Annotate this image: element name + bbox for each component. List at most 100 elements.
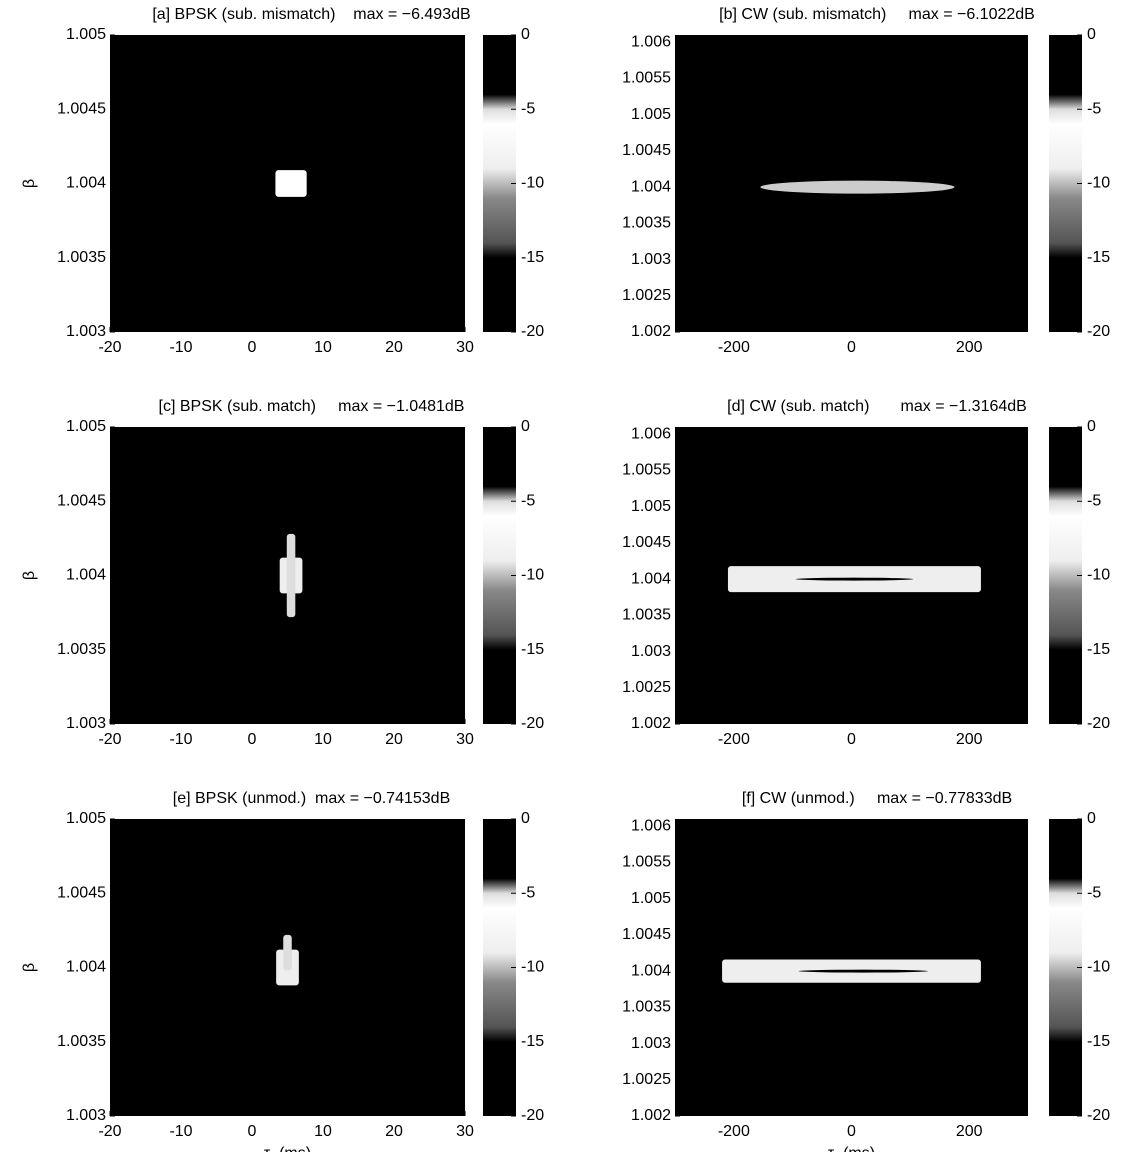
x-tick-label: -10 bbox=[169, 731, 192, 748]
x-tick-label: -20 bbox=[98, 731, 121, 748]
colorbar-tick-label: -10 bbox=[1087, 959, 1110, 976]
y-tick-label: 1.0035 bbox=[622, 607, 671, 624]
colorbar-tick-label: -10 bbox=[521, 959, 544, 976]
y-axis-label: β bbox=[21, 571, 38, 580]
y-tick-label: 1.003 bbox=[66, 323, 106, 340]
y-tick-label: 1.0045 bbox=[57, 492, 106, 509]
y-tick-label: 1.005 bbox=[631, 890, 671, 907]
colorbar-tick-label: -15 bbox=[521, 1033, 544, 1050]
colorbar-tick-label: -5 bbox=[1087, 492, 1101, 509]
colorbar-tick-label: 0 bbox=[521, 418, 530, 435]
panel-title: [a] BPSK (sub. mismatch) max = −6.493dB bbox=[152, 6, 470, 23]
colorbar bbox=[483, 427, 516, 724]
x-tick-label: -20 bbox=[98, 339, 121, 356]
colorbar-tick-label: -10 bbox=[1087, 175, 1110, 192]
y-tick-label: 1.0025 bbox=[622, 679, 671, 696]
y-tick-label: 1.0045 bbox=[57, 100, 106, 117]
x-tick-label: -10 bbox=[169, 339, 192, 356]
heat-region bbox=[283, 934, 292, 971]
colorbar-tick-label: 0 bbox=[1087, 810, 1096, 827]
y-tick-label: 1.0035 bbox=[57, 1033, 106, 1050]
y-tick-label: 1.002 bbox=[631, 715, 671, 732]
colorbar-tick-label: -20 bbox=[521, 323, 544, 340]
y-tick-label: 1.0045 bbox=[622, 142, 671, 159]
colorbar-tick-label: -15 bbox=[1087, 1033, 1110, 1050]
colorbar-tick-label: 0 bbox=[521, 810, 530, 827]
panel-title: [d] CW (sub. match) max = −1.3164dB bbox=[727, 398, 1027, 415]
y-tick-label: 1.0055 bbox=[622, 854, 671, 871]
x-tick-label: 0 bbox=[248, 731, 257, 748]
y-tick-label: 1.0055 bbox=[622, 70, 671, 87]
y-tick-label: 1.003 bbox=[631, 1035, 671, 1052]
colorbar-tick-label: -10 bbox=[521, 175, 544, 192]
y-tick-label: 1.003 bbox=[631, 251, 671, 268]
y-tick-label: 1.0045 bbox=[57, 884, 106, 901]
y-tick-label: 1.003 bbox=[631, 643, 671, 660]
x-tick-label: 200 bbox=[956, 339, 983, 356]
x-tick-label: -10 bbox=[169, 1123, 192, 1140]
y-tick-label: 1.003 bbox=[66, 715, 106, 732]
y-tick-label: 1.002 bbox=[631, 323, 671, 340]
colorbar-tick-label: -20 bbox=[1087, 323, 1110, 340]
x-tick-label: 0 bbox=[248, 1123, 257, 1140]
heat-region bbox=[275, 170, 307, 197]
x-tick-label: 20 bbox=[385, 731, 403, 748]
y-tick-label: 1.004 bbox=[66, 567, 106, 584]
colorbar-tick-label: -5 bbox=[1087, 100, 1101, 117]
colorbar-tick-label: -10 bbox=[1087, 567, 1110, 584]
x-tick-label: 30 bbox=[456, 339, 474, 356]
colorbar bbox=[1049, 427, 1082, 724]
y-tick-label: 1.004 bbox=[66, 175, 106, 192]
x-tick-label: 10 bbox=[314, 339, 332, 356]
y-tick-label: 1.006 bbox=[631, 425, 671, 442]
colorbar-tick-label: -20 bbox=[521, 715, 544, 732]
x-tick-label: 20 bbox=[385, 1123, 403, 1140]
y-tick-label: 1.004 bbox=[631, 962, 671, 979]
y-tick-label: 1.0025 bbox=[622, 287, 671, 304]
colorbar-tick-label: -5 bbox=[521, 100, 535, 117]
colorbar-tick-label: -15 bbox=[521, 249, 544, 266]
y-tick-label: 1.0055 bbox=[622, 462, 671, 479]
colorbar-tick-label: -5 bbox=[1087, 884, 1101, 901]
heat-region bbox=[795, 577, 914, 581]
x-tick-label: 200 bbox=[956, 1123, 983, 1140]
y-tick-label: 1.0035 bbox=[622, 999, 671, 1016]
y-tick-label: 1.003 bbox=[66, 1107, 106, 1124]
colorbar-tick-label: 0 bbox=[521, 26, 530, 43]
heat-region bbox=[760, 180, 955, 194]
x-tick-label: 10 bbox=[314, 731, 332, 748]
colorbar-tick-label: -5 bbox=[521, 884, 535, 901]
x-tick-label: 10 bbox=[314, 1123, 332, 1140]
y-tick-label: 1.004 bbox=[631, 178, 671, 195]
y-tick-label: 1.0035 bbox=[57, 641, 106, 658]
x-tick-label: 0 bbox=[847, 731, 856, 748]
colorbar-tick-label: -15 bbox=[521, 641, 544, 658]
colorbar bbox=[483, 819, 516, 1116]
x-tick-label: 0 bbox=[847, 1123, 856, 1140]
colorbar-tick-label: -10 bbox=[521, 567, 544, 584]
x-tick-label: 0 bbox=[847, 339, 856, 356]
y-tick-label: 1.004 bbox=[631, 570, 671, 587]
colorbar-tick-label: -20 bbox=[1087, 1107, 1110, 1124]
x-tick-label: -200 bbox=[718, 731, 750, 748]
colorbar-tick-label: -20 bbox=[521, 1107, 544, 1124]
y-tick-label: 1.005 bbox=[631, 498, 671, 515]
x-tick-label: 20 bbox=[385, 339, 403, 356]
y-axis-label: β bbox=[21, 179, 38, 188]
y-tick-label: 1.005 bbox=[66, 810, 106, 827]
x-tick-label: 30 bbox=[456, 1123, 474, 1140]
y-tick-label: 1.0025 bbox=[622, 1071, 671, 1088]
y-tick-label: 1.0045 bbox=[622, 926, 671, 943]
x-axis-label: τ (ms) bbox=[828, 1145, 875, 1152]
y-tick-label: 1.0045 bbox=[622, 534, 671, 551]
y-tick-label: 1.006 bbox=[631, 33, 671, 50]
y-tick-label: 1.005 bbox=[631, 106, 671, 123]
panel-title: [b] CW (sub. mismatch) max = −6.1022dB bbox=[719, 6, 1035, 23]
colorbar bbox=[1049, 819, 1082, 1116]
y-axis-label: β bbox=[21, 963, 38, 972]
panel-title: [c] BPSK (sub. match) max = −1.0481dB bbox=[159, 398, 465, 415]
x-tick-label: 30 bbox=[456, 731, 474, 748]
y-tick-label: 1.0035 bbox=[622, 215, 671, 232]
